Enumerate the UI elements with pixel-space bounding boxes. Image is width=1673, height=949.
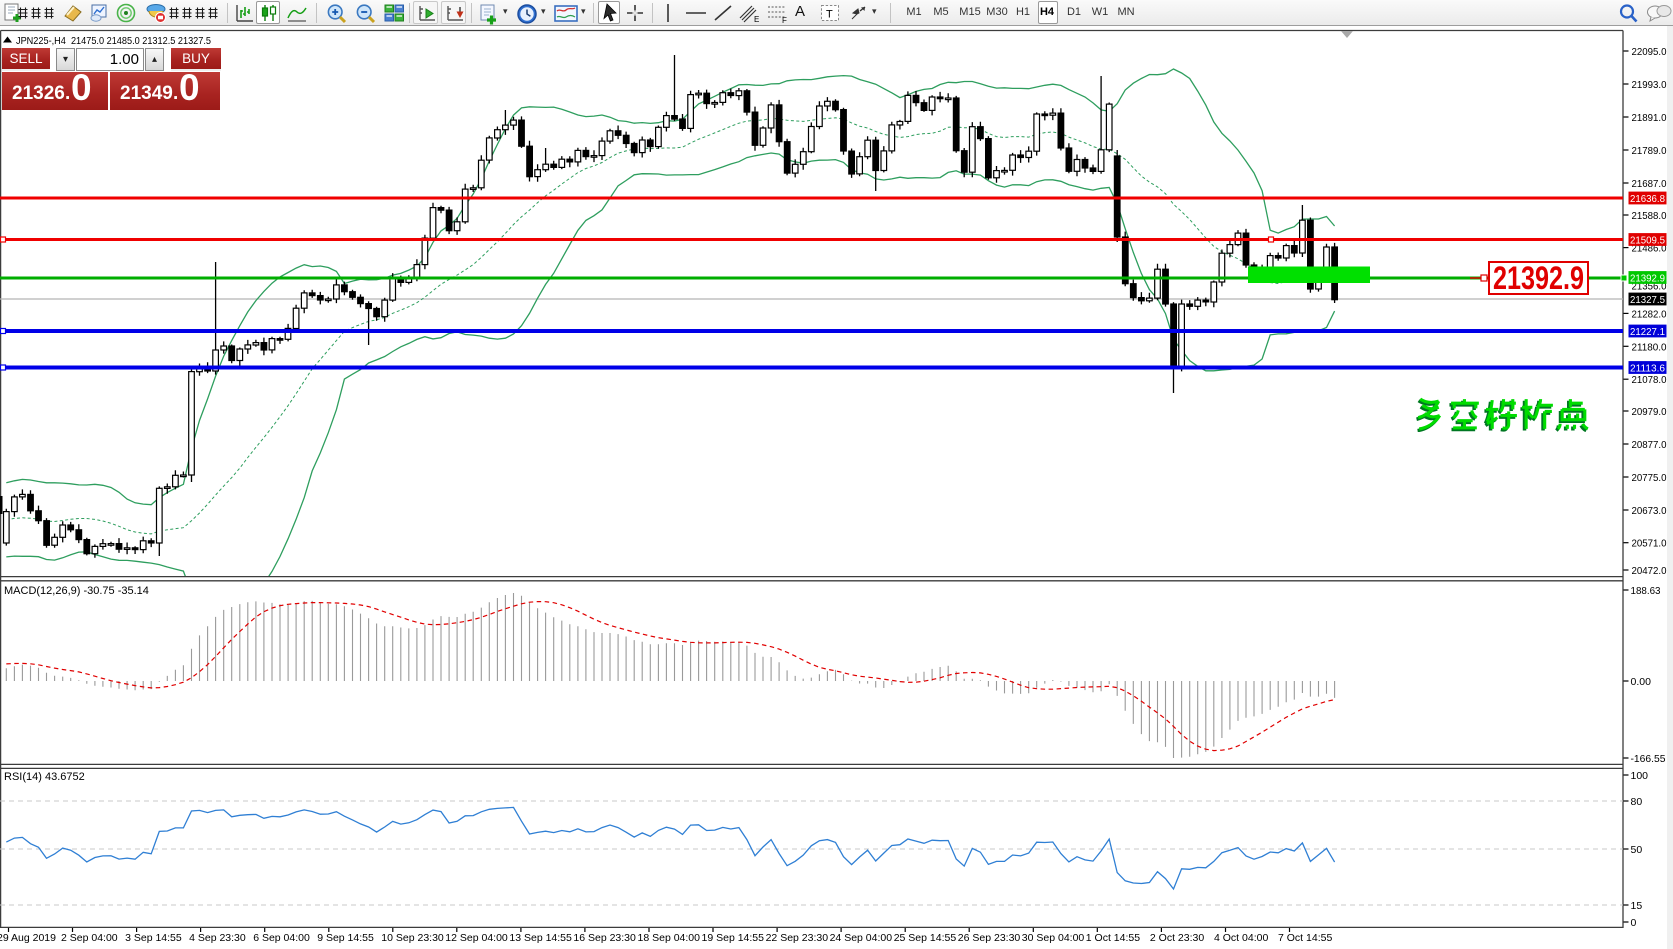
- svg-text:25 Sep 14:55: 25 Sep 14:55: [894, 932, 957, 944]
- svg-text:6 Sep 04:00: 6 Sep 04:00: [253, 932, 310, 944]
- svg-text:1 Oct 14:55: 1 Oct 14:55: [1086, 932, 1140, 944]
- svg-text:4 Sep 23:30: 4 Sep 23:30: [189, 932, 246, 944]
- svg-text:22095.0: 22095.0: [1632, 46, 1667, 58]
- svg-text:0.00: 0.00: [1631, 676, 1652, 688]
- svg-text:F: F: [782, 16, 787, 24]
- svg-text:2 Oct 23:30: 2 Oct 23:30: [1150, 932, 1204, 944]
- svg-text:24 Sep 04:00: 24 Sep 04:00: [830, 932, 893, 944]
- svg-text:21687.0: 21687.0: [1632, 178, 1667, 190]
- svg-text:16 Sep 23:30: 16 Sep 23:30: [573, 932, 636, 944]
- svg-text:21891.0: 21891.0: [1632, 112, 1667, 124]
- svg-text:20979.0: 20979.0: [1632, 406, 1667, 418]
- svg-text:21227.1: 21227.1: [1630, 326, 1665, 338]
- svg-text:13 Sep 14:55: 13 Sep 14:55: [509, 932, 572, 944]
- svg-text:21392.9: 21392.9: [1630, 272, 1665, 284]
- svg-text:21327.5: 21327.5: [1630, 294, 1665, 306]
- svg-text:2 Sep 04:00: 2 Sep 04:00: [61, 932, 118, 944]
- svg-text:20571.0: 20571.0: [1632, 538, 1667, 550]
- svg-text:22 Sep 23:30: 22 Sep 23:30: [766, 932, 829, 944]
- svg-text:T: T: [826, 9, 833, 21]
- svg-text:21180.0: 21180.0: [1632, 341, 1667, 353]
- svg-text:100: 100: [1631, 770, 1649, 782]
- svg-text:21636.8: 21636.8: [1630, 193, 1665, 205]
- svg-text:3 Sep 14:55: 3 Sep 14:55: [125, 932, 182, 944]
- svg-text:21588.0: 21588.0: [1632, 210, 1667, 222]
- svg-text:21789.0: 21789.0: [1632, 145, 1667, 157]
- svg-text:80: 80: [1631, 796, 1643, 808]
- svg-text:RSI(14) 43.6752: RSI(14) 43.6752: [4, 771, 85, 783]
- svg-text:-166.55: -166.55: [1631, 753, 1666, 765]
- svg-text:20877.0: 20877.0: [1632, 439, 1667, 451]
- svg-text:20472.0: 20472.0: [1632, 565, 1667, 577]
- svg-text:21078.0: 21078.0: [1632, 374, 1667, 386]
- svg-text:0: 0: [1631, 917, 1637, 929]
- svg-text:10 Sep 23:30: 10 Sep 23:30: [381, 932, 444, 944]
- svg-text:21282.0: 21282.0: [1632, 308, 1667, 320]
- svg-text:7 Oct 14:55: 7 Oct 14:55: [1278, 932, 1332, 944]
- svg-text:E: E: [754, 15, 759, 24]
- svg-text:21509.5: 21509.5: [1630, 234, 1665, 246]
- svg-text:26 Sep 23:30: 26 Sep 23:30: [958, 932, 1021, 944]
- svg-text:15: 15: [1631, 900, 1643, 912]
- svg-text:MACD(12,26,9) -30.75 -35.14: MACD(12,26,9) -30.75 -35.14: [4, 585, 149, 597]
- svg-text:50: 50: [1631, 844, 1643, 856]
- svg-text:12 Sep 04:00: 12 Sep 04:00: [445, 932, 508, 944]
- svg-text:20775.0: 20775.0: [1632, 472, 1667, 484]
- svg-text:21113.6: 21113.6: [1630, 362, 1665, 374]
- svg-text:21993.0: 21993.0: [1632, 79, 1667, 91]
- svg-text:20673.0: 20673.0: [1632, 505, 1667, 517]
- svg-text:9 Sep 14:55: 9 Sep 14:55: [317, 932, 374, 944]
- svg-text:4 Oct 04:00: 4 Oct 04:00: [1214, 932, 1268, 944]
- svg-text:29 Aug 2019: 29 Aug 2019: [0, 932, 56, 944]
- svg-text:19 Sep 14:55: 19 Sep 14:55: [702, 932, 765, 944]
- svg-text:18 Sep 04:00: 18 Sep 04:00: [638, 932, 701, 944]
- svg-text:30 Sep 04:00: 30 Sep 04:00: [1022, 932, 1085, 944]
- svg-text:21392.9: 21392.9: [1493, 260, 1584, 296]
- svg-text:JPN225-,H4 21475.0 21485.0 21: JPN225-,H4 21475.0 21485.0 21312.5 21327…: [16, 35, 211, 47]
- svg-text:188.63: 188.63: [1631, 585, 1661, 597]
